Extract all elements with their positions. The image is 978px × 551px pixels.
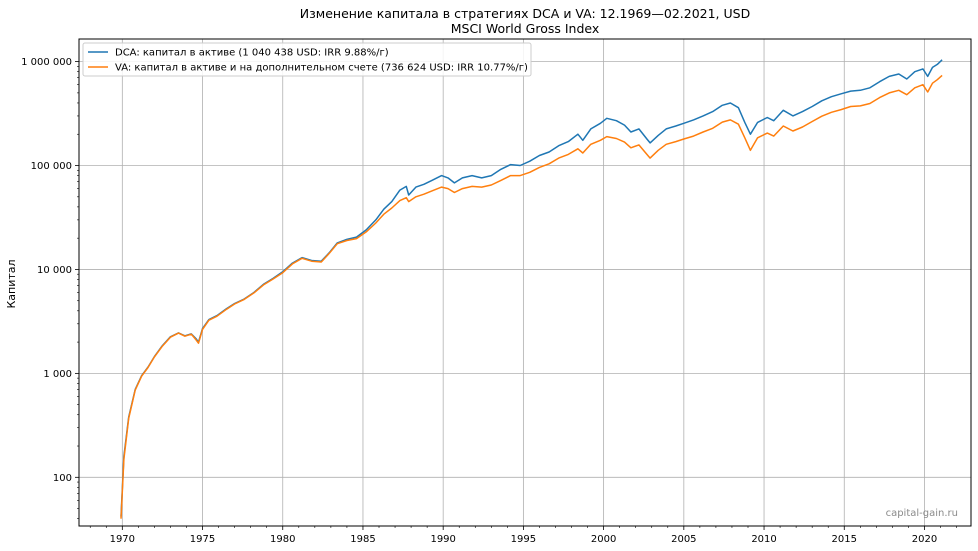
x-tick-label: 1975	[190, 534, 215, 545]
x-tick-label: 1980	[270, 534, 295, 545]
watermark: capital-gain.ru	[886, 508, 958, 519]
y-tick-label: 100	[53, 473, 72, 484]
series-line-va	[120, 74, 943, 519]
x-tick-label: 2000	[591, 534, 616, 545]
legend-box	[82, 42, 532, 77]
legend-label-va: VA: капитал в активе и на дополнительном…	[115, 63, 528, 74]
x-tick-label: 1970	[110, 534, 135, 545]
axis-ticks: 1970 1975 1980 1985 1990 1995 2000 2005 2010 2015…	[21, 57, 937, 545]
plot-frame	[78, 38, 972, 527]
x-tick-label: 2005	[671, 534, 696, 545]
x-tick-label: 2015	[832, 534, 857, 545]
x-tick-label: 2020	[912, 534, 937, 545]
x-tick-label: 1995	[511, 534, 536, 545]
grid-lines	[79, 39, 971, 526]
legend-label-dca: DCA: капитал в активе (1 040 438 USD: IR…	[115, 48, 389, 59]
x-tick-label: 2010	[751, 534, 776, 545]
series-lines	[120, 59, 943, 519]
y-tick-label: 1 000 000	[21, 57, 72, 68]
y-tick-label: 1 000	[43, 369, 72, 380]
chart-subtitle: MSCI World Gross Index	[451, 21, 600, 36]
x-tick-label: 1985	[350, 534, 375, 545]
x-tick-label: 1990	[430, 534, 455, 545]
legend: DCA: капитал в активе (1 040 438 USD: IR…	[82, 42, 532, 77]
y-axis-label: Капитал	[5, 259, 18, 308]
y-tick-label: 100 000	[31, 161, 72, 172]
y-tick-label: 10 000	[37, 265, 72, 276]
chart-title: Изменение капитала в стратегиях DCA и VA…	[300, 6, 750, 21]
